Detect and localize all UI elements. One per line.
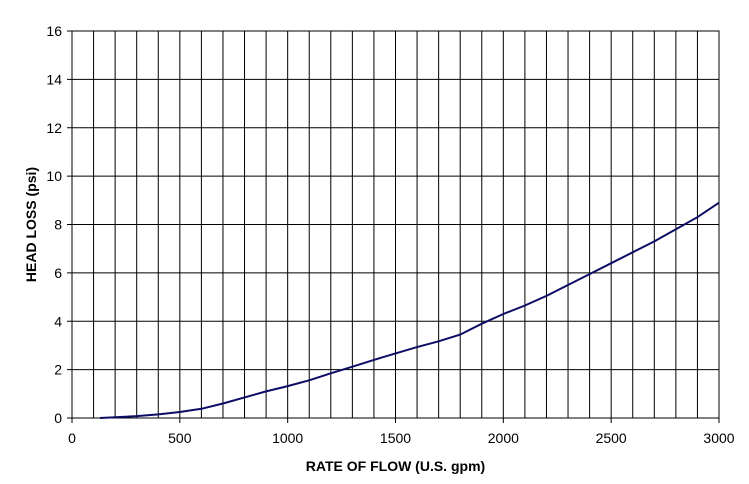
y-tick-label: 12	[46, 120, 62, 136]
y-tick-label: 8	[54, 217, 62, 233]
x-axis-ticks: 0 500 1000 1500 2000 2500 3000	[68, 418, 735, 446]
y-tick-label: 4	[54, 313, 62, 329]
y-tick-label: 6	[54, 265, 62, 281]
y-axis-title: HEAD LOSS (psi)	[23, 167, 39, 282]
x-tick-label: 1000	[272, 430, 303, 446]
y-axis-ticks: 0 2 4 6 8 10 12 14 16	[46, 23, 72, 426]
y-tick-label: 10	[46, 168, 62, 184]
y-tick-label: 0	[54, 410, 62, 426]
x-axis-title: RATE OF FLOW (U.S. gpm)	[306, 458, 485, 474]
y-tick-label: 14	[46, 71, 62, 87]
x-tick-label: 1500	[380, 430, 411, 446]
y-tick-label: 2	[54, 362, 62, 378]
x-tick-label: 0	[68, 430, 76, 446]
x-tick-label: 3000	[703, 430, 734, 446]
x-tick-label: 2000	[488, 430, 519, 446]
series-line	[99, 201, 720, 419]
grid	[72, 31, 719, 418]
y-tick-label: 16	[46, 23, 62, 39]
x-tick-label: 2500	[596, 430, 627, 446]
x-tick-label: 500	[168, 430, 192, 446]
